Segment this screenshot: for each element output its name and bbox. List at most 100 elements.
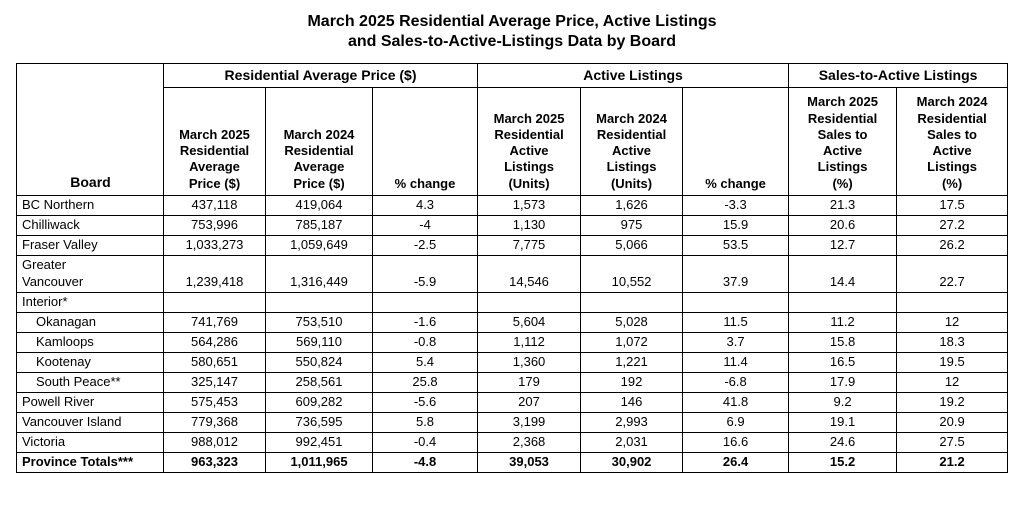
column-header-price-pct-change: % change: [371, 86, 479, 196]
board-name-cell: Victoria: [16, 431, 164, 453]
data-cell: 25.8: [371, 371, 479, 393]
data-cell: 753,510: [265, 311, 373, 333]
data-cell: 1,239,418: [163, 254, 266, 293]
data-cell: [371, 291, 479, 313]
table-row: Interior*: [16, 291, 1009, 313]
data-cell: 1,072: [580, 331, 684, 353]
data-cell: 5,028: [580, 311, 684, 333]
data-cell: -4: [371, 214, 479, 236]
group-header-residential-average-price: Residential Average Price ($): [162, 62, 479, 88]
data-cell: 21.3: [788, 194, 898, 216]
column-header-mar2025-average-price: March 2025 Residential Average Price ($): [163, 86, 266, 196]
group-header-row: Board Residential Average Price ($) Acti…: [16, 62, 1009, 196]
data-cell: 15.9: [682, 214, 790, 236]
data-cell: 53.5: [682, 234, 790, 256]
data-cell: -6.8: [682, 371, 790, 393]
data-cell: 963,323: [163, 451, 266, 473]
data-cell: 564,286: [163, 331, 266, 353]
column-header-board: Board: [16, 62, 164, 196]
data-cell: 19.2: [896, 391, 1009, 413]
data-cell: 580,651: [163, 351, 266, 373]
data-cell: 1,573: [477, 194, 582, 216]
data-cell: 11.2: [788, 311, 898, 333]
data-cell: 7,775: [477, 234, 582, 256]
data-cell: [896, 291, 1009, 313]
column-header-mar2024-sales-to-active: March 2024 Residential Sales to Active L…: [896, 86, 1009, 196]
board-data-table: Board Residential Average Price ($) Acti…: [16, 62, 1009, 473]
data-cell: 1,059,649: [265, 234, 373, 256]
data-cell: 988,012: [163, 431, 266, 453]
data-cell: 17.9: [788, 371, 898, 393]
table-header: Board Residential Average Price ($) Acti…: [16, 62, 1009, 196]
board-name-cell: BC Northern: [16, 194, 164, 216]
data-cell: [163, 291, 266, 313]
data-cell: 26.2: [896, 234, 1009, 256]
board-name-cell: Kootenay: [16, 351, 164, 373]
data-cell: 39,053: [477, 451, 582, 473]
table-body: BC Northern 437,118 419,064 4.3 1,573 1,626 -3…: [16, 194, 1009, 473]
data-cell: -0.8: [371, 331, 479, 353]
data-cell: -2.5: [371, 234, 479, 256]
column-header-listings-pct-change: % change: [682, 86, 790, 196]
data-cell: 192: [580, 371, 684, 393]
data-cell: 569,110: [265, 331, 373, 353]
data-cell: [682, 291, 790, 313]
data-cell: 11.4: [682, 351, 790, 373]
data-cell: 9.2: [788, 391, 898, 413]
data-cell: 15.8: [788, 331, 898, 353]
data-cell: 1,221: [580, 351, 684, 373]
page-title: March 2025 Residential Average Price, Ac…: [16, 12, 1008, 53]
table-row: Greater Vancouver 1,239,418 1,316,449 -5.9 1…: [16, 254, 1009, 293]
data-cell: 1,033,273: [163, 234, 266, 256]
data-cell: 41.8: [682, 391, 790, 413]
data-cell: 16.6: [682, 431, 790, 453]
data-cell: 17.5: [896, 194, 1009, 216]
data-cell: 37.9: [682, 254, 790, 293]
data-cell: -0.4: [371, 431, 479, 453]
column-header-mar2024-average-price: March 2024 Residential Average Price ($): [265, 86, 373, 196]
board-name-cell: Interior*: [16, 291, 164, 313]
data-cell: 325,147: [163, 371, 266, 393]
data-cell: -4.8: [371, 451, 479, 473]
data-cell: 785,187: [265, 214, 373, 236]
data-cell: 18.3: [896, 331, 1009, 353]
table-row: Kamloops 564,286 569,110 -0.8 1,112 1,072 3.7 1…: [16, 331, 1009, 353]
data-cell: 2,368: [477, 431, 582, 453]
table-row: Chilliwack 753,996 785,187 -4 1,130 975 15.9 20…: [16, 214, 1009, 236]
table-row: Victoria 988,012 992,451 -0.4 2,368 2,031 16.6…: [16, 431, 1009, 453]
page-title-line1: March 2025 Residential Average Price, Ac…: [307, 13, 717, 30]
column-header-mar2025-sales-to-active: March 2025 Residential Sales to Active L…: [788, 86, 898, 196]
data-cell: [477, 291, 582, 313]
board-name-cell: South Peace**: [16, 371, 164, 393]
data-cell: 146: [580, 391, 684, 413]
data-cell: 975: [580, 214, 684, 236]
data-cell: 24.6: [788, 431, 898, 453]
data-cell: 3.7: [682, 331, 790, 353]
data-cell: 4.3: [371, 194, 479, 216]
data-cell: 753,996: [163, 214, 266, 236]
data-cell: 1,360: [477, 351, 582, 373]
data-cell: 30,902: [580, 451, 684, 473]
data-cell: 575,453: [163, 391, 266, 413]
table-row: Vancouver Island 779,368 736,595 5.8 3,199 2,…: [16, 411, 1009, 433]
group-header-active-listings: Active Listings: [477, 62, 790, 88]
data-cell: 2,031: [580, 431, 684, 453]
table-row: Okanagan 741,769 753,510 -1.6 5,604 5,028 11.5…: [16, 311, 1009, 333]
data-cell: 3,199: [477, 411, 582, 433]
data-cell: 27.5: [896, 431, 1009, 453]
data-cell: 10,552: [580, 254, 684, 293]
data-cell: 5,066: [580, 234, 684, 256]
data-cell: 258,561: [265, 371, 373, 393]
data-cell: 207: [477, 391, 582, 413]
board-name-cell: Vancouver Island: [16, 411, 164, 433]
data-cell: 27.2: [896, 214, 1009, 236]
data-cell: [788, 291, 898, 313]
data-cell: 992,451: [265, 431, 373, 453]
page-title-line2: and Sales-to-Active-Listings Data by Boa…: [347, 33, 677, 51]
table-row: BC Northern 437,118 419,064 4.3 1,573 1,626 -3…: [16, 194, 1009, 216]
data-cell: 26.4: [682, 451, 790, 473]
data-cell: 12: [896, 311, 1009, 333]
data-cell: 5.4: [371, 351, 479, 373]
data-cell: 6.9: [682, 411, 790, 433]
data-cell: 15.2: [788, 451, 898, 473]
